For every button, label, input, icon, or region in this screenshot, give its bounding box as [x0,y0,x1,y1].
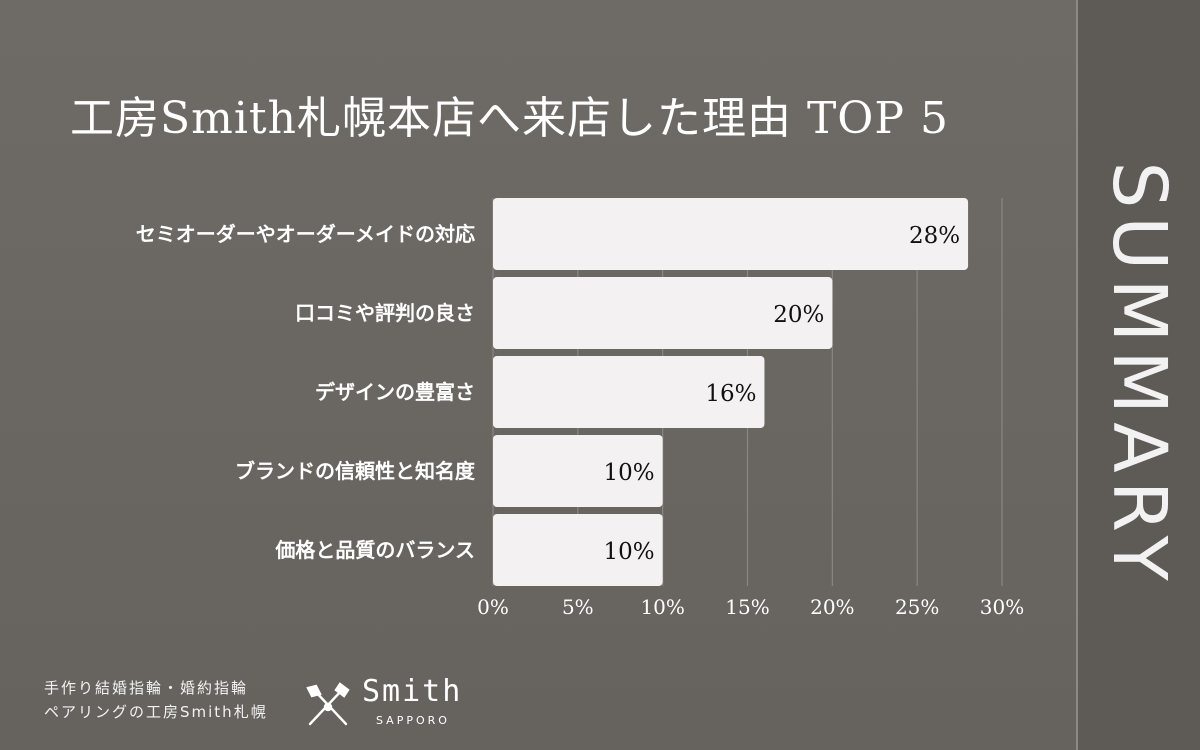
x-tick-label-2: 10% [640,595,684,619]
x-tick-label-6: 30% [980,595,1024,619]
footer-tagline-line-1: 手作り結婚指輪・婚約指輪 [44,679,249,697]
bar-2 [493,356,765,428]
side-summary-label: SUMMARY [1096,161,1182,589]
bar-4 [493,514,663,586]
logo-sub: SAPPORO [376,714,450,727]
value-label-1: 20% [773,302,824,328]
x-tick-label-1: 5% [562,595,594,619]
footer-tagline-line-2: ペアリングの工房Smith札幌 [44,703,268,721]
category-label-2: デザインの豊富さ [315,380,475,404]
footer-tagline: 手作り結婚指輪・婚約指輪 ペアリングの工房Smith札幌 [44,676,268,724]
x-tick-label-4: 20% [810,595,854,619]
bar-3 [493,435,663,507]
smith-logo: Smith SAPPORO [302,674,502,736]
value-label-0: 28% [909,223,960,249]
value-label-2: 16% [705,381,756,407]
category-label-1: 口コミや評判の良さ [295,301,475,325]
side-panel: SUMMARY [1076,0,1200,750]
bar-0 [493,198,969,270]
category-label-3: ブランドの信頼性と知名度 [235,459,476,483]
bar-1 [493,277,833,349]
value-label-4: 10% [604,539,655,565]
chart-title: 工房Smith札幌本店へ来店した理由 TOP 5 [70,93,949,144]
tools-logo-icon [306,682,350,726]
value-label-3: 10% [604,460,655,486]
x-tick-label-0: 0% [477,595,509,619]
logo-name: Smith [362,674,463,709]
x-tick-label-3: 15% [725,595,769,619]
bar-chart: セミオーダーやオーダーメイドの対応 28% 口コミや評判の良さ 20% デザインの豊富さ… [136,198,1024,619]
category-label-4: 価格と品質のバランス [274,538,475,562]
category-label-0: セミオーダーやオーダーメイドの対応 [136,222,475,246]
x-tick-label-5: 25% [895,595,939,619]
